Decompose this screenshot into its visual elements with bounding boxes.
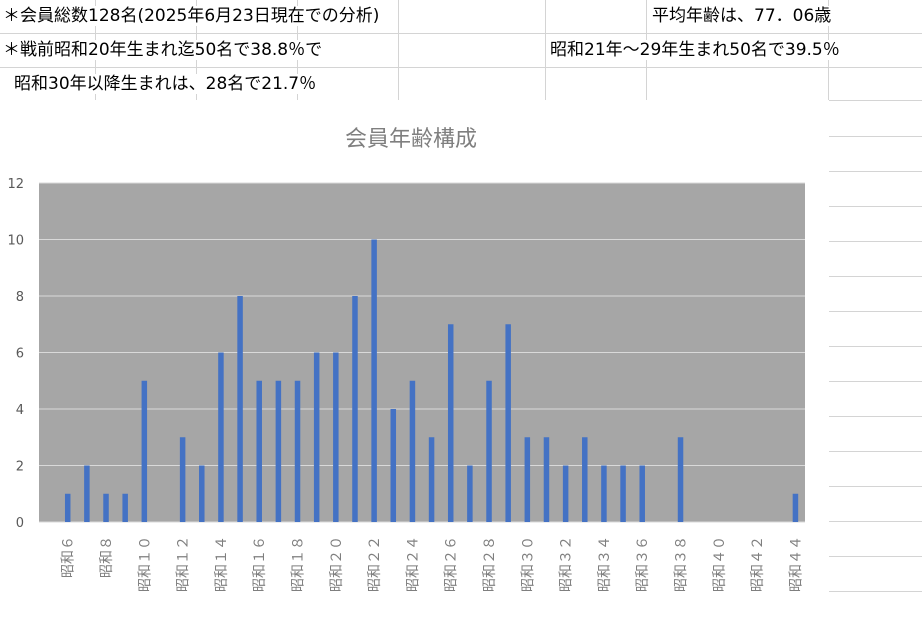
x-tick-label: 昭和１０	[137, 536, 153, 592]
cell-summary-total[interactable]: ＊会員総数128名(2025年6月23日現在での分析)	[3, 6, 384, 26]
bar	[390, 409, 397, 522]
x-tick-label: 昭和６	[61, 536, 77, 578]
x-tick-text: 昭和６	[61, 536, 77, 578]
x-tick-label: 昭和１４	[214, 536, 230, 592]
y-tick-label: 8	[16, 290, 24, 305]
bar	[313, 352, 320, 522]
x-tick-label: 昭和３６	[635, 536, 651, 592]
bar	[141, 380, 148, 522]
x-tick-label: 昭和２８	[482, 536, 498, 592]
bar	[677, 437, 684, 522]
bar-series	[64, 239, 799, 522]
y-tick-label: 0	[16, 516, 24, 531]
x-tick-text: 昭和１８	[291, 536, 307, 592]
cell-average-age[interactable]: 平均年齢は、77．06歳	[652, 6, 832, 26]
bar	[543, 437, 550, 522]
x-tick-text: 昭和２８	[482, 536, 498, 592]
x-tick-label: 昭和３０	[520, 536, 536, 592]
grid-row-line	[0, 67, 922, 68]
x-tick-text: 昭和４４	[788, 536, 804, 592]
bar	[467, 465, 473, 522]
bar	[371, 239, 377, 522]
bar	[218, 352, 224, 522]
x-axis: 昭和６ 昭和８ 昭和１０ 昭和１２ 昭和１４ 昭和１６ 昭和１８ 昭和２０ 昭和２２ 昭和２４ 昭和…	[61, 536, 805, 592]
bar	[103, 493, 109, 522]
x-tick-label: 昭和３４	[597, 536, 613, 592]
bar	[524, 437, 531, 522]
cell-showa30-summary[interactable]: 昭和30年以降生まれは、28名で21.7％	[14, 74, 317, 94]
x-tick-text: 昭和２４	[405, 536, 421, 592]
x-tick-label: 昭和４４	[788, 536, 804, 592]
bar	[601, 465, 607, 522]
y-tick-label: 4	[16, 403, 24, 418]
x-tick-label: 昭和３８	[674, 536, 690, 592]
x-tick-text: 昭和４２	[750, 536, 766, 592]
y-tick-label: 12	[7, 177, 24, 192]
bar	[256, 380, 262, 522]
x-tick-text: 昭和２０	[329, 536, 345, 592]
bar	[84, 465, 90, 522]
cell-prewar-summary[interactable]: ＊戦前昭和20年生まれ迄50名で38.8％で	[3, 40, 323, 60]
cell-showa21-29-summary[interactable]: 昭和21年～29年生まれ50名で39.5％	[550, 40, 840, 60]
x-tick-text: 昭和４０	[712, 536, 728, 592]
x-tick-label: 昭和４０	[712, 536, 728, 592]
x-tick-text: 昭和２２	[367, 536, 383, 592]
x-tick-label: 昭和１２	[176, 536, 192, 592]
bar	[237, 296, 243, 522]
x-tick-label: 昭和１８	[291, 536, 307, 592]
x-tick-text: 昭和３８	[674, 536, 690, 592]
y-tick-label: 2	[16, 460, 24, 475]
bar	[275, 380, 282, 522]
bar	[486, 380, 492, 522]
bar	[620, 465, 626, 522]
x-tick-label: 昭和２０	[329, 536, 345, 592]
x-tick-label: 昭和２４	[405, 536, 421, 592]
x-tick-text: 昭和３６	[635, 536, 651, 592]
x-tick-text: 昭和３４	[597, 536, 613, 592]
x-tick-label: 昭和４２	[750, 536, 766, 592]
x-tick-text: 昭和１６	[252, 536, 268, 592]
bar	[352, 296, 358, 522]
x-tick-text: 昭和１０	[137, 536, 153, 592]
bar	[333, 352, 339, 522]
bar	[447, 324, 454, 522]
x-tick-text: 昭和８	[99, 536, 115, 578]
y-tick-label: 10	[7, 234, 24, 249]
bar	[562, 465, 569, 522]
y-tick-label: 6	[16, 347, 24, 362]
bar	[294, 380, 301, 522]
bar	[409, 380, 416, 522]
x-tick-label: 昭和２６	[444, 536, 460, 592]
x-tick-text: 昭和１２	[176, 536, 192, 592]
grid-row-line	[0, 33, 922, 34]
bar	[639, 465, 645, 522]
bar	[505, 324, 511, 522]
bar	[582, 437, 588, 522]
x-tick-text: 昭和１４	[214, 536, 230, 592]
chart-title: 会員年齢構成	[345, 127, 477, 152]
bar	[179, 437, 186, 522]
x-tick-label: 昭和３２	[559, 536, 575, 592]
bar	[199, 465, 205, 522]
bar	[122, 493, 128, 522]
x-tick-label: 昭和８	[99, 536, 115, 578]
x-tick-text: 昭和３０	[520, 536, 536, 592]
bar	[428, 437, 435, 522]
x-tick-text: 昭和３２	[559, 536, 575, 592]
x-tick-label: 昭和２２	[367, 536, 383, 592]
bar	[792, 493, 799, 522]
x-tick-label: 昭和１６	[252, 536, 268, 592]
bar	[64, 493, 71, 522]
y-axis: 0 2 4 6 8 10 12	[7, 177, 24, 531]
chart-object[interactable]: 会員年齢構成 0 2 4 6 8 10 12 昭和６ 昭和８ 昭和１０ 昭和１２ 昭和１４ 昭和１６ 昭…	[0, 100, 829, 627]
y-gridlines	[39, 182, 805, 523]
x-tick-text: 昭和２６	[444, 536, 460, 592]
